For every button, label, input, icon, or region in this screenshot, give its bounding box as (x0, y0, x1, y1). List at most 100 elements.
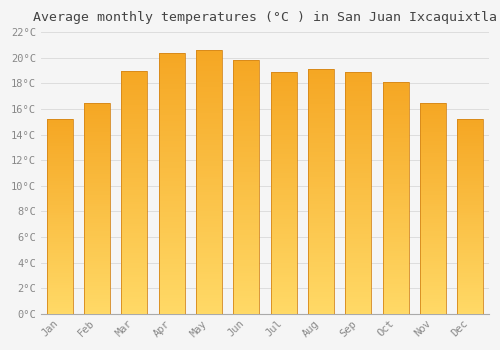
Bar (196, 142, 222, 145)
Bar (84, 240, 110, 242)
Bar (308, 121, 334, 123)
Bar (158, 147, 184, 149)
Bar (382, 128, 408, 131)
Bar (121, 76, 148, 78)
Bar (233, 126, 260, 129)
Bar (233, 63, 260, 65)
Bar (382, 288, 408, 290)
Bar (382, 103, 408, 105)
Bar (121, 170, 148, 173)
Bar (270, 311, 296, 314)
Bar (233, 256, 260, 258)
Bar (121, 122, 148, 124)
Bar (121, 202, 148, 204)
Bar (382, 230, 408, 233)
Bar (345, 282, 372, 285)
Bar (382, 240, 408, 242)
Bar (457, 187, 483, 189)
Bar (420, 103, 446, 314)
Bar (84, 103, 110, 314)
Bar (196, 258, 222, 261)
Bar (308, 277, 334, 280)
Bar (382, 260, 408, 263)
Bar (420, 297, 446, 299)
Bar (382, 87, 408, 89)
Bar (46, 312, 72, 314)
Bar (196, 140, 222, 142)
Bar (196, 148, 222, 150)
Bar (196, 251, 222, 253)
Bar (345, 219, 372, 222)
Bar (345, 106, 372, 108)
Bar (46, 224, 72, 226)
Bar (121, 161, 148, 163)
Bar (308, 292, 334, 294)
Bar (233, 195, 260, 197)
Bar (121, 309, 148, 311)
Bar (420, 204, 446, 206)
Bar (270, 224, 296, 227)
Bar (196, 295, 222, 298)
Bar (196, 150, 222, 153)
Bar (84, 107, 110, 109)
Bar (121, 292, 148, 294)
Bar (457, 125, 483, 127)
Bar (196, 311, 222, 314)
Bar (84, 272, 110, 274)
Bar (46, 135, 72, 137)
Bar (121, 105, 148, 107)
Bar (196, 264, 222, 266)
Bar (345, 82, 372, 84)
Bar (46, 281, 72, 282)
Bar (420, 286, 446, 288)
Bar (457, 156, 483, 158)
Bar (270, 258, 296, 260)
Bar (345, 122, 372, 125)
Bar (345, 304, 372, 307)
Bar (196, 155, 222, 158)
Bar (158, 293, 184, 295)
Bar (382, 253, 408, 256)
Bar (308, 280, 334, 282)
Bar (158, 290, 184, 293)
Bar (382, 84, 408, 87)
Bar (270, 108, 296, 111)
Bar (457, 275, 483, 277)
Bar (158, 181, 184, 183)
Bar (158, 126, 184, 128)
Bar (308, 138, 334, 140)
Bar (382, 300, 408, 302)
Bar (233, 101, 260, 104)
Bar (420, 229, 446, 231)
Bar (270, 280, 296, 282)
Bar (196, 177, 222, 179)
Bar (46, 218, 72, 220)
Bar (196, 145, 222, 148)
Bar (121, 299, 148, 302)
Bar (233, 238, 260, 240)
Bar (345, 227, 372, 229)
Bar (121, 112, 148, 114)
Bar (84, 145, 110, 147)
Bar (457, 267, 483, 269)
Bar (121, 85, 148, 88)
Bar (308, 86, 334, 89)
Bar (196, 169, 222, 172)
Bar (308, 174, 334, 177)
Bar (345, 278, 372, 280)
Bar (233, 68, 260, 70)
Bar (345, 251, 372, 253)
Bar (84, 263, 110, 265)
Bar (382, 286, 408, 288)
Bar (345, 234, 372, 236)
Bar (233, 96, 260, 98)
Bar (382, 281, 408, 284)
Bar (420, 113, 446, 115)
Bar (196, 193, 222, 195)
Bar (270, 91, 296, 94)
Bar (270, 294, 296, 297)
Bar (233, 311, 260, 314)
Bar (196, 248, 222, 251)
Bar (233, 217, 260, 220)
Bar (345, 108, 372, 111)
